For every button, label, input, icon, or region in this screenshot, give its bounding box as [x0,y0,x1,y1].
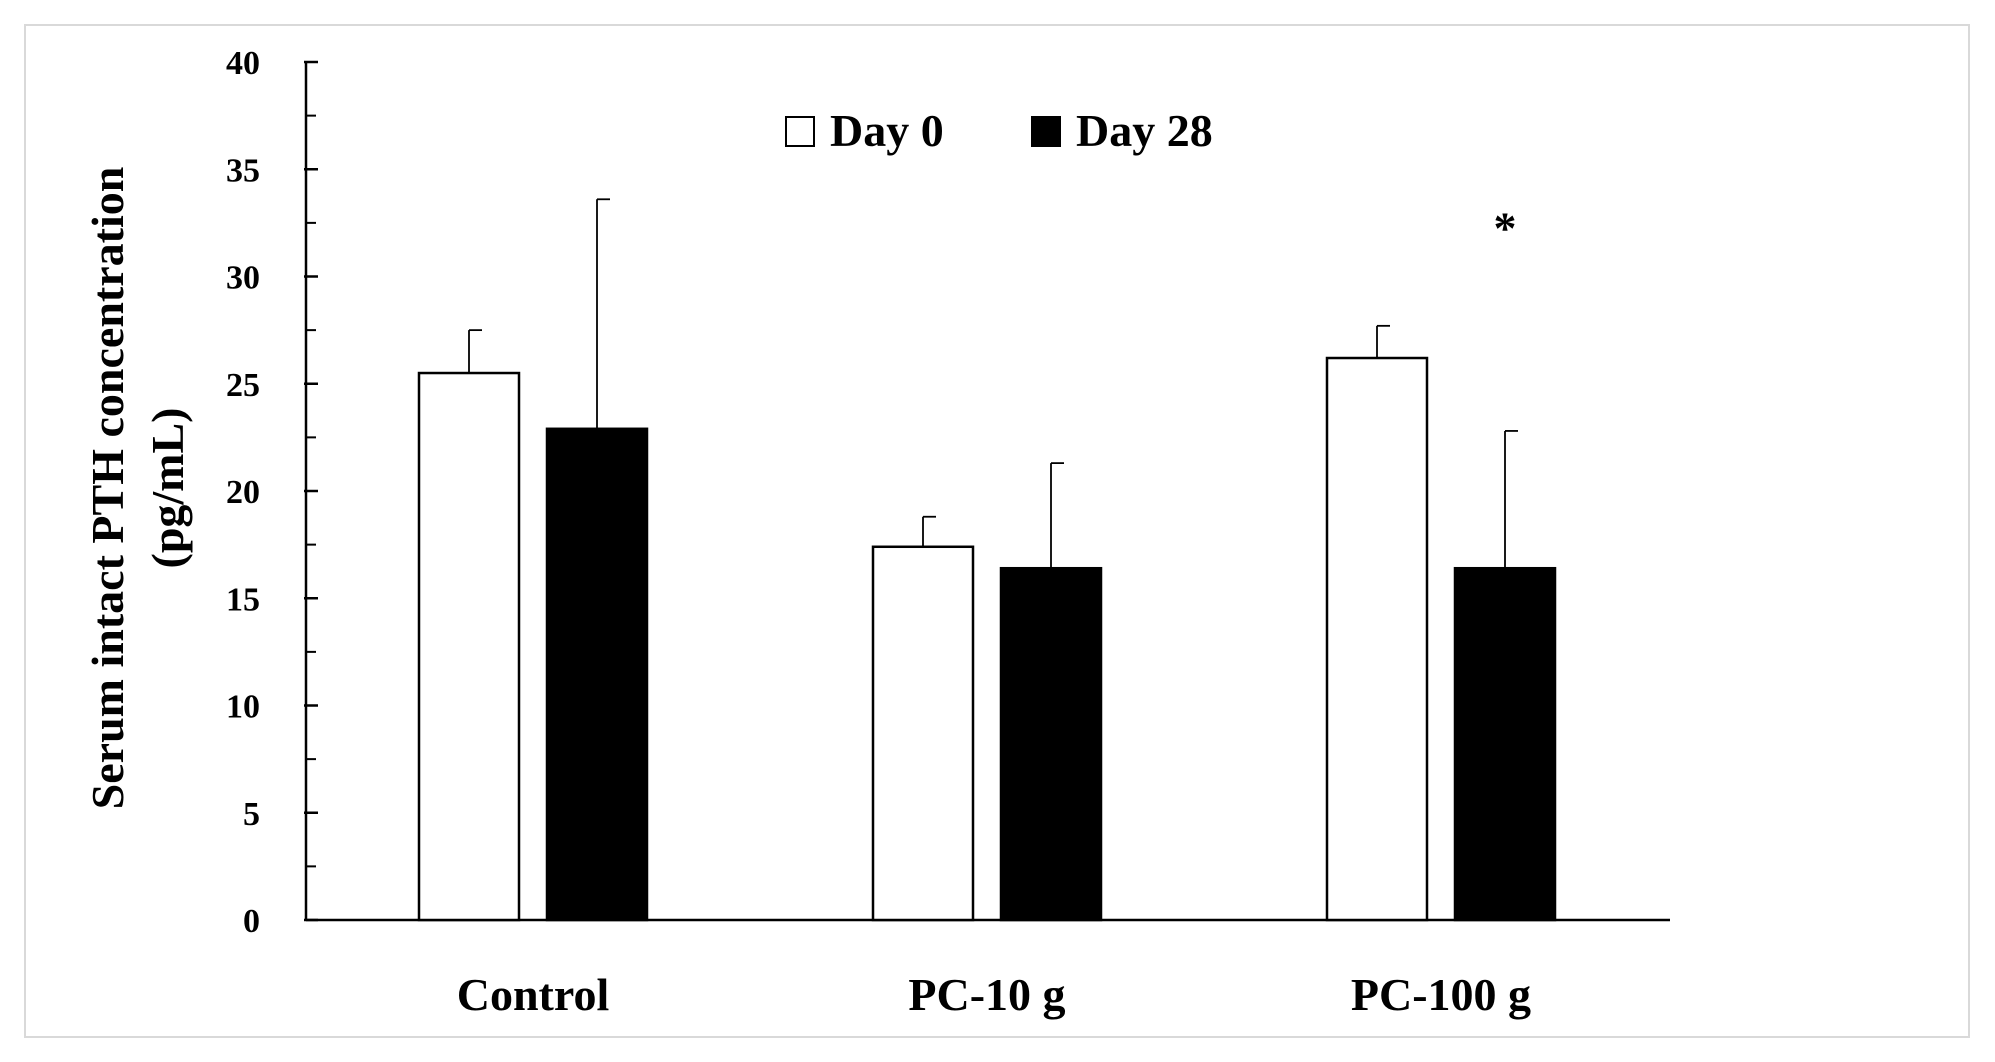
significance-marker: * [1494,203,1517,254]
legend: Day 0 Day 28 [785,105,1213,156]
y-tick-label-15: 15 [226,581,260,618]
y-tick-label-20: 20 [226,474,260,511]
bar-day-28-control [545,427,649,922]
error-bars [468,198,1518,569]
y-tick-label-35: 35 [226,152,260,189]
y-tick-label-0: 0 [243,903,260,940]
y-tick-label-40: 40 [226,45,260,82]
bar-day-28-pc-10-g [999,566,1103,922]
bar-day-0-pc-10-g [871,545,975,922]
legend-swatch-day-28 [1031,116,1061,147]
chart-frame [24,24,1970,1038]
y-axis-title-line-2: (pg/mL) [142,408,193,569]
x-category-label: PC-10 g [908,969,1065,1020]
legend-label-day-0: Day 0 [830,105,944,156]
labels: 0 5 10 15 20 25 30 35 40 Control PC-10 g PC-100 g [226,45,1531,1020]
y-axis-title: Serum intact PTH concentration (pg/mL) [82,167,193,810]
x-category-label: PC-100 g [1351,969,1531,1020]
bar-day-0-pc-100-g [1325,356,1429,922]
legend-swatch-day-0 [785,116,815,147]
y-tick-label-5: 5 [243,796,260,833]
legend-label-day-28: Day 28 [1076,105,1213,156]
x-category-label: Control [457,969,610,1020]
axes [304,60,1670,922]
y-tick-label-10: 10 [226,689,260,726]
annotations: * [1494,203,1517,254]
y-tick-label-25: 25 [226,367,260,404]
bar-day-28-pc-100-g [1453,566,1557,922]
y-tick-label-30: 30 [226,260,260,297]
bar-day-0-control [417,371,521,922]
y-axis-title-line-1: Serum intact PTH concentration [82,167,133,810]
bars [417,356,1557,922]
